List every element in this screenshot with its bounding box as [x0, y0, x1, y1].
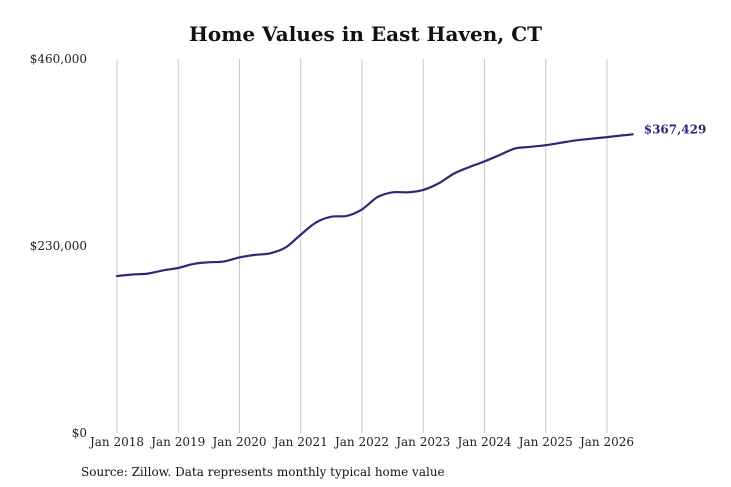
home-value-line: [115, 133, 634, 278]
x-tick-label: Jan 2019: [149, 435, 205, 449]
x-tick-label: Jan 2018: [88, 435, 144, 449]
y-tick-label: $0: [72, 426, 87, 440]
x-tick-label: Jan 2023: [394, 435, 450, 449]
x-tick-label: Jan 2021: [272, 435, 328, 449]
y-tick-label: $460,000: [30, 52, 87, 66]
chart-title: Home Values in East Haven, CT: [188, 22, 543, 46]
x-tick-label: Jan 2026: [578, 435, 634, 449]
source-note: Source: Zillow. Data represents monthly …: [81, 465, 445, 479]
y-tick-label: $230,000: [30, 239, 87, 253]
x-axis-ticks: Jan 2018 Jan 2019 Jan 2020 Jan 2021 Jan 2022…: [88, 435, 634, 449]
x-tick-label: Jan 2024: [455, 435, 511, 449]
end-value-label: $367,429: [644, 122, 707, 136]
x-tick-label: Jan 2022: [333, 435, 389, 449]
x-tick-label: Jan 2020: [210, 435, 266, 449]
grid-lines: [116, 59, 608, 433]
y-axis-ticks: $0 $230,000 $460,000: [30, 52, 87, 440]
x-tick-label: Jan 2025: [517, 435, 573, 449]
